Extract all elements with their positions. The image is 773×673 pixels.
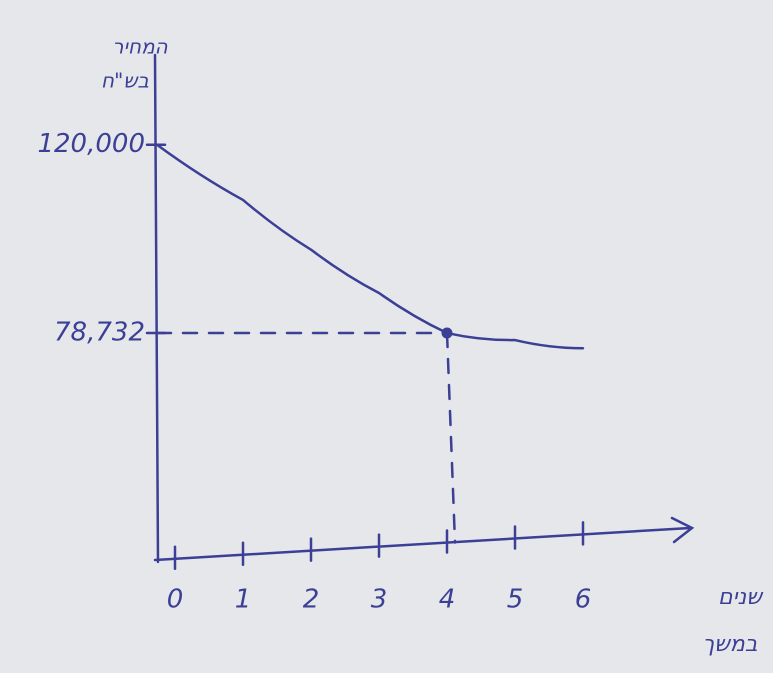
x-tick-label: 3 <box>371 585 388 615</box>
x-axis-label: שנים <box>718 585 763 610</box>
x-tick-label: 0 <box>167 585 184 615</box>
y-axis <box>153 53 160 564</box>
x-tick-label: 6 <box>575 585 592 615</box>
y-tick-label: 120,000 <box>37 129 145 159</box>
y-axis-label: בש"ח <box>101 69 149 93</box>
highlight-point <box>441 327 453 339</box>
x-tick-label: 1 <box>235 585 252 615</box>
x-tick-label: 5 <box>507 585 524 615</box>
line-series <box>155 143 585 350</box>
x-tick-label: 4 <box>439 585 456 615</box>
y-tick-label: 78,732 <box>54 318 145 348</box>
x-axis-label: במשך <box>702 632 757 657</box>
x-tick-label: 2 <box>303 585 320 615</box>
x-axis-arrow <box>670 516 695 544</box>
guide-line <box>445 331 457 544</box>
y-axis-label: המחיר <box>112 35 167 59</box>
